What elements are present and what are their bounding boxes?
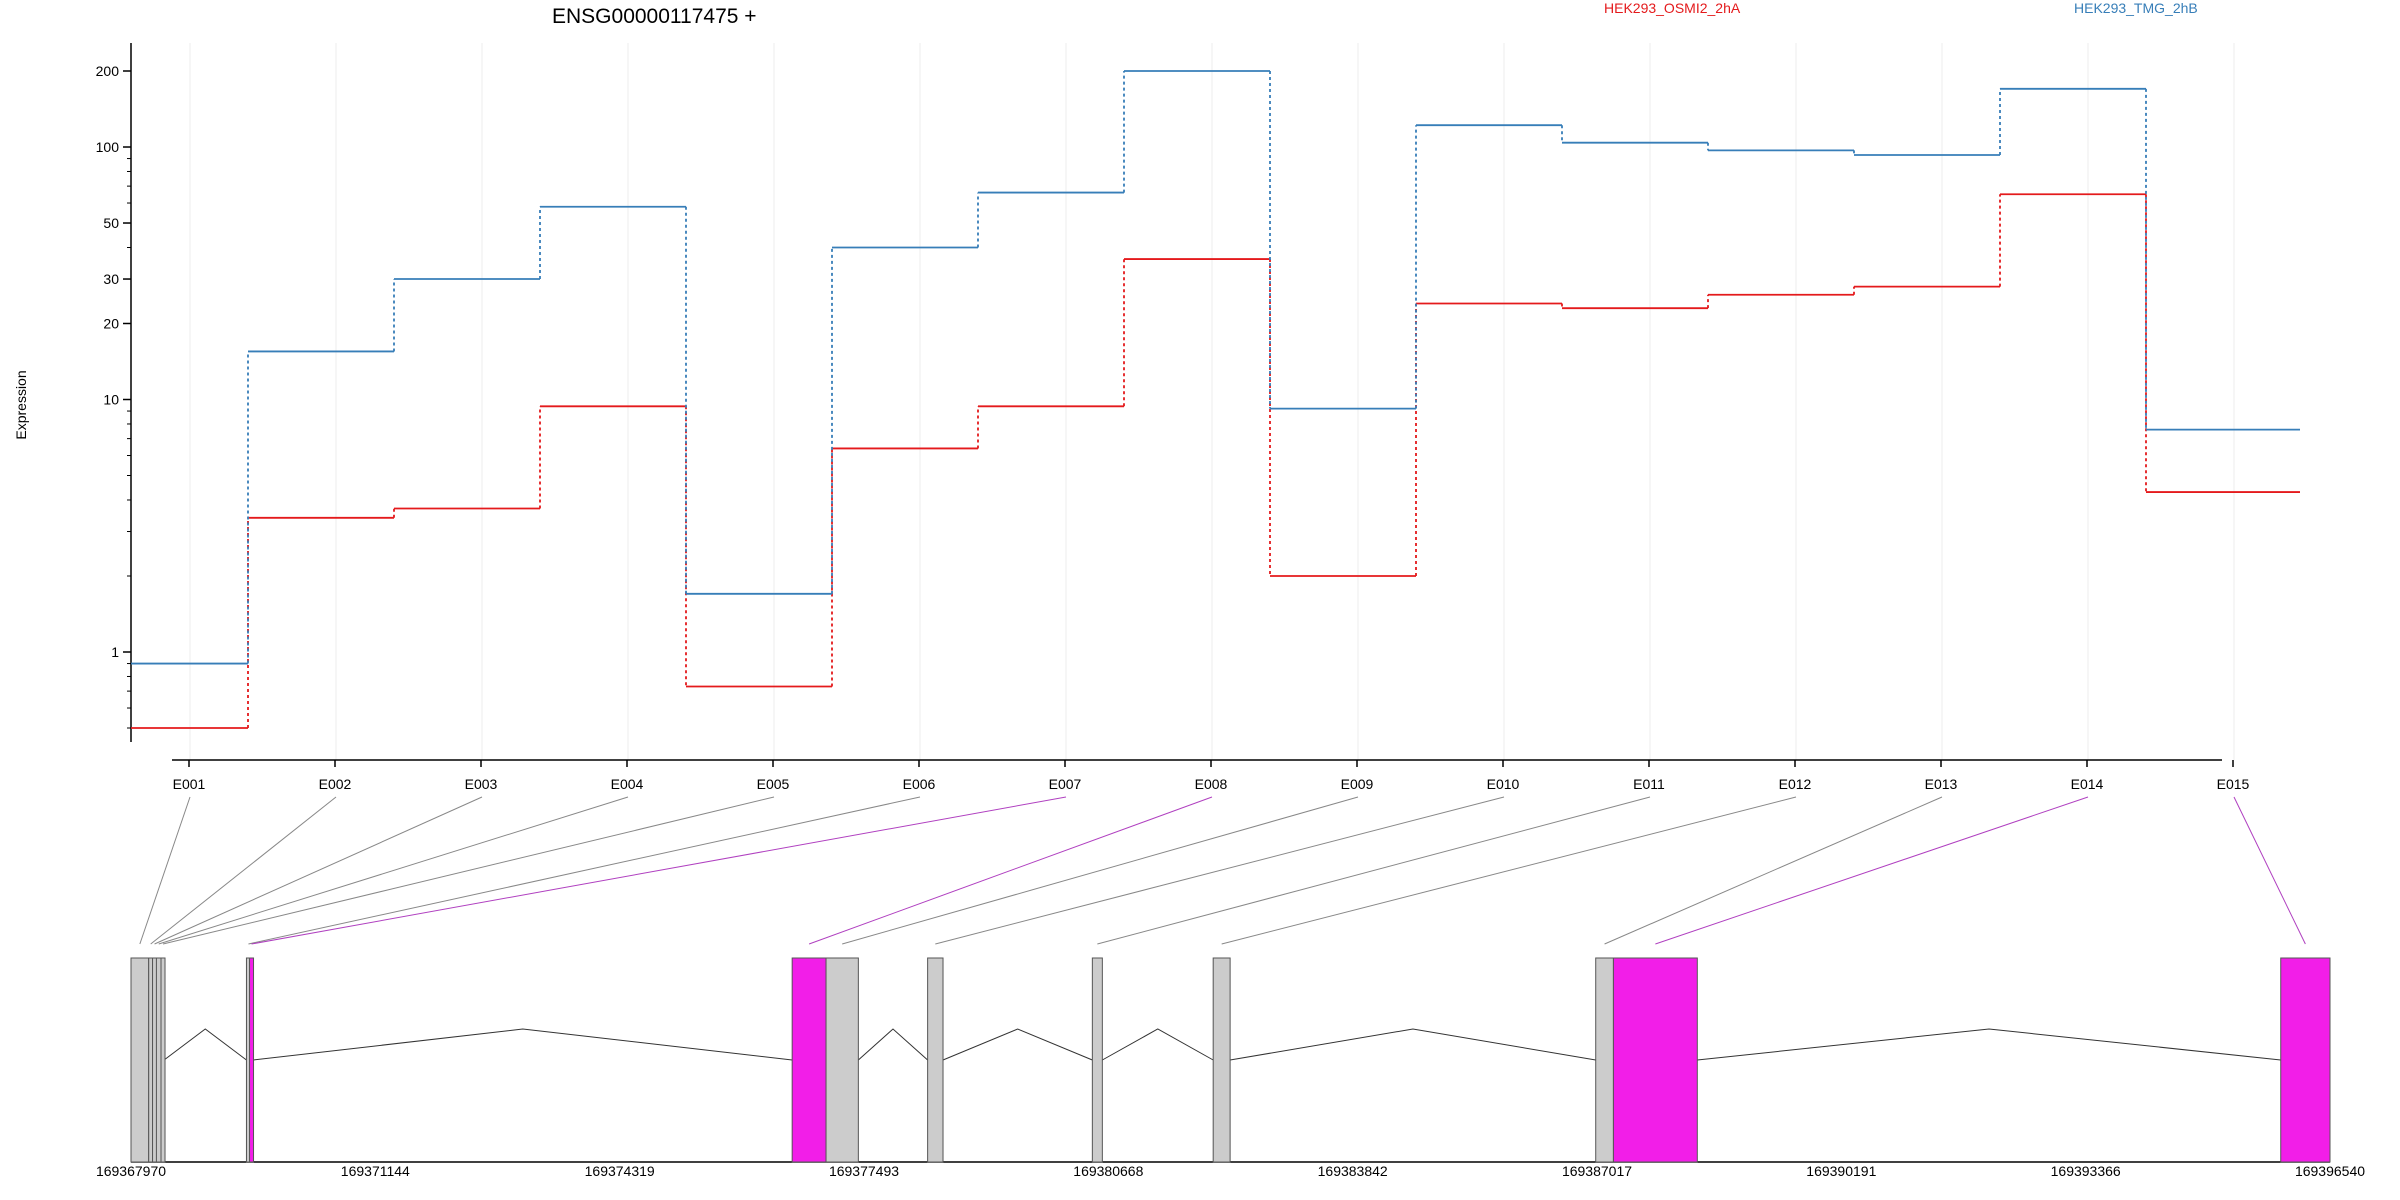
x-tick-label: E011 xyxy=(1633,776,1665,792)
genome-tick-label: 169380668 xyxy=(1073,1163,1143,1179)
exon-box xyxy=(1595,957,1614,1163)
exon-box xyxy=(155,957,162,1163)
axes: 1 10 20 30 50 100 200 E001 E002 E003 E004 E005 E006 E… xyxy=(96,43,2250,792)
chart-title: ENSG00000117475 + xyxy=(552,5,757,28)
x-tick-label: E012 xyxy=(1779,776,1812,792)
intron-line xyxy=(858,1028,928,1061)
exon-box xyxy=(1091,957,1103,1163)
exon-box xyxy=(130,957,150,1163)
x-tick-label: E001 xyxy=(173,776,206,792)
exon-box xyxy=(791,957,827,1163)
exon-connector xyxy=(935,796,1505,945)
x-tick-label: E002 xyxy=(319,776,352,792)
y-tick-label: 10 xyxy=(103,392,119,408)
exon-connector xyxy=(154,796,483,945)
x-tick-label: E007 xyxy=(1049,776,1082,792)
x-tick-label: E014 xyxy=(2071,776,2104,792)
exon-connector xyxy=(2233,796,2306,945)
series-lines xyxy=(131,70,2300,729)
exon-box xyxy=(1212,957,1231,1163)
genome-tick-label: 169371144 xyxy=(341,1163,410,1179)
exon-connector xyxy=(139,796,191,945)
exon-connector xyxy=(150,796,337,945)
exon-connector xyxy=(158,796,629,945)
x-tick-label: E006 xyxy=(903,776,936,792)
genome-tick-label: 169393366 xyxy=(2051,1163,2121,1179)
x-tick-label: E010 xyxy=(1487,776,1520,792)
exon-connector xyxy=(1604,796,1943,945)
exon-box xyxy=(249,957,255,1163)
y-tick-label: 100 xyxy=(96,139,120,155)
exon-connector xyxy=(808,796,1213,945)
y-tick-label: 50 xyxy=(103,215,119,231)
exon-connector xyxy=(248,796,921,945)
intron-line xyxy=(942,1028,1093,1061)
exon-connector xyxy=(162,796,775,945)
y-axis-label: Expression xyxy=(13,370,29,439)
y-tick-label: 1 xyxy=(111,644,119,660)
intron-line xyxy=(1697,1028,2281,1061)
genome-tick-label: 169367970 xyxy=(96,1163,166,1179)
x-tick-label: E015 xyxy=(2217,776,2250,792)
exon-connector xyxy=(842,796,1359,945)
x-tick-label: E005 xyxy=(757,776,790,792)
genome-tick-label: 169374319 xyxy=(585,1163,655,1179)
exon-box xyxy=(1612,957,1698,1163)
exon-box xyxy=(825,957,859,1163)
exon-box xyxy=(927,957,944,1163)
genome-tick-label: 169396540 xyxy=(2295,1163,2365,1179)
intron-line xyxy=(1102,1028,1214,1061)
y-tick-label: 30 xyxy=(103,271,119,287)
genome-tick-label: 169377493 xyxy=(829,1163,899,1179)
y-tick-label: 200 xyxy=(96,63,120,79)
x-tick-label: E008 xyxy=(1195,776,1228,792)
genome-tick-label: 169390191 xyxy=(1806,1163,1876,1179)
y-tick-label: 20 xyxy=(103,315,119,331)
intron-line xyxy=(1230,1028,1596,1061)
x-tick-label: E009 xyxy=(1341,776,1374,792)
exon-box xyxy=(160,957,166,1163)
exon-connector xyxy=(1097,796,1651,945)
x-tick-label: E003 xyxy=(465,776,498,792)
legend-series-1: HEK293_OSMI2_2hA xyxy=(1604,0,1741,16)
gene-model: 169367970 169371144 169374319 169377493 1693… xyxy=(96,957,2365,1179)
legend-series-2: HEK293_TMG_2hB xyxy=(2074,0,2198,16)
exon-connector xyxy=(1221,796,1797,945)
exon-connectors xyxy=(139,796,2306,945)
grid-lines xyxy=(189,43,2235,760)
intron-line xyxy=(163,1028,247,1061)
exon-connector xyxy=(1655,796,2089,945)
x-tick-label: E013 xyxy=(1925,776,1958,792)
x-tick-label: E004 xyxy=(611,776,644,792)
exon-box xyxy=(2280,957,2331,1163)
intron-line xyxy=(253,1028,793,1061)
exon-connector xyxy=(251,796,1067,945)
genome-tick-label: 169383842 xyxy=(1318,1163,1388,1179)
genome-tick-label: 169387017 xyxy=(1562,1163,1632,1179)
